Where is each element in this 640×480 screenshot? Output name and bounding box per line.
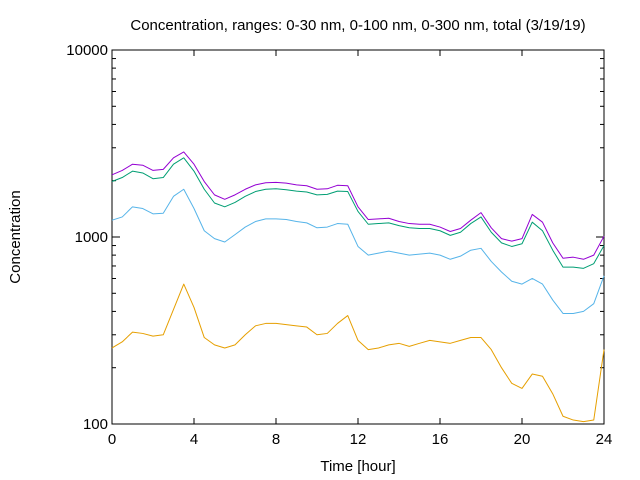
series-layer <box>111 151 605 423</box>
chart-title: Concentration, ranges: 0-30 nm, 0-100 nm… <box>130 17 585 34</box>
y-tick-label: 1000 <box>75 229 108 246</box>
x-tick-label: 8 <box>272 431 280 448</box>
x-tick-label: 4 <box>190 431 198 448</box>
x-tick-label: 0 <box>108 431 116 448</box>
x-tick-label: 12 <box>350 431 367 448</box>
plot-frame <box>111 49 605 425</box>
x-tick-label: 24 <box>596 431 613 448</box>
series-line-3 <box>111 157 605 269</box>
ticks: 0 4 8 12 16 20 24 100 1000 10000 <box>66 42 612 448</box>
series-line-1 <box>111 283 605 423</box>
series-line-2 <box>111 188 605 314</box>
y-tick-label: 100 <box>83 416 108 433</box>
y-tick-label: 10000 <box>66 42 108 59</box>
x-axis-label: Time [hour] <box>320 458 395 475</box>
y-axis-label: Concentration <box>7 190 24 283</box>
series-line-4 <box>111 151 605 260</box>
x-tick-label: 16 <box>432 431 449 448</box>
x-tick-label: 20 <box>514 431 531 448</box>
